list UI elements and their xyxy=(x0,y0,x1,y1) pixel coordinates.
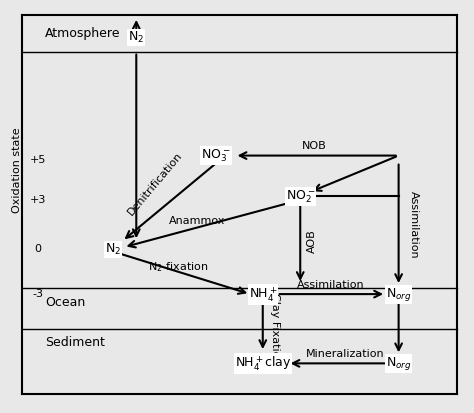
Text: -3: -3 xyxy=(32,289,44,299)
Text: NO$_3^-$: NO$_3^-$ xyxy=(201,147,231,164)
Text: N$_{org}$: N$_{org}$ xyxy=(386,286,411,303)
Text: NOB: NOB xyxy=(302,141,327,151)
Text: Clay Fixation: Clay Fixation xyxy=(270,293,281,365)
Text: +5: +5 xyxy=(30,154,46,165)
Text: Anammox: Anammox xyxy=(169,216,225,226)
Text: N$_2$-fixation: N$_2$-fixation xyxy=(148,260,209,274)
Text: +3: +3 xyxy=(30,195,46,205)
Text: AOB: AOB xyxy=(307,229,317,253)
Text: Oxidation state: Oxidation state xyxy=(12,127,22,213)
Text: Mineralization: Mineralization xyxy=(305,349,384,359)
Text: Denitrification: Denitrification xyxy=(126,150,184,218)
Text: N$_2$: N$_2$ xyxy=(105,242,121,257)
Text: NH$_4^+$clay: NH$_4^+$clay xyxy=(235,354,291,373)
Text: 0: 0 xyxy=(35,244,41,254)
Text: Sediment: Sediment xyxy=(45,337,105,349)
Text: Assimilation: Assimilation xyxy=(409,191,419,259)
Text: Ocean: Ocean xyxy=(45,296,85,309)
Text: NH$_4^+$: NH$_4^+$ xyxy=(248,285,277,304)
Text: Assimilation: Assimilation xyxy=(297,280,365,290)
Text: N$_2$: N$_2$ xyxy=(128,30,144,45)
Text: Atmosphere: Atmosphere xyxy=(45,27,120,40)
Text: N$_{org}$: N$_{org}$ xyxy=(386,355,411,372)
Text: NO$_2^-$: NO$_2^-$ xyxy=(285,188,315,204)
